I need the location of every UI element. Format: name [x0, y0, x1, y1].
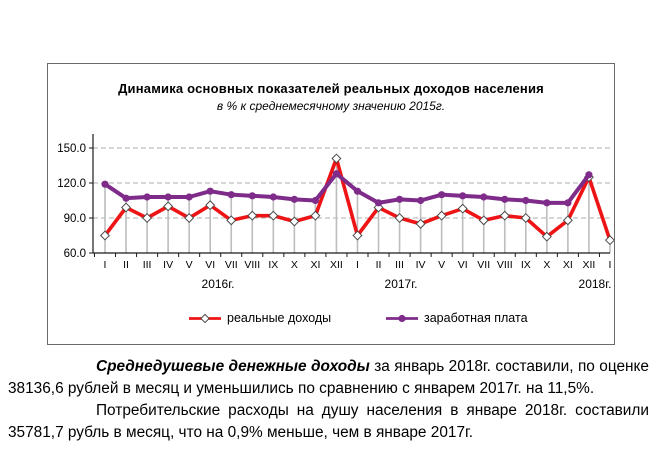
svg-text:VIII: VIII: [497, 259, 513, 271]
svg-text:VII: VII: [477, 259, 490, 271]
svg-text:XI: XI: [563, 259, 573, 271]
wages-line-circle-icon: [385, 313, 419, 324]
svg-text:IX: IX: [521, 259, 531, 271]
legend-label-wages: заработная плата: [424, 311, 528, 325]
svg-text:IX: IX: [268, 259, 278, 271]
svg-text:2017г.: 2017г.: [385, 277, 418, 291]
report-text: Среднедушевые денежные доходы за январь …: [8, 356, 649, 444]
svg-text:V: V: [438, 259, 445, 271]
legend-item-wages: заработная плата: [385, 311, 528, 325]
chart-frame: Динамика основных показателей реальных д…: [47, 63, 615, 345]
real-incomes-line-diamond-icon: [188, 313, 222, 324]
svg-text:VIII: VIII: [244, 259, 260, 271]
svg-text:150.0: 150.0: [57, 143, 86, 155]
svg-text:X: X: [291, 259, 298, 271]
svg-text:IV: IV: [416, 259, 426, 271]
svg-text:I: I: [608, 259, 611, 271]
svg-text:II: II: [123, 259, 129, 271]
paragraph-income-rest: за январь 2018г. составили, по оценке 38…: [8, 358, 649, 397]
svg-text:II: II: [376, 259, 382, 271]
paragraph-lead-phrase: Среднедушевые денежные доходы: [96, 358, 370, 375]
paragraph-consumer-spending: Потребительские расходы на душу населени…: [8, 402, 649, 441]
svg-text:XI: XI: [310, 259, 320, 271]
svg-text:120.0: 120.0: [57, 178, 86, 190]
svg-text:90.0: 90.0: [64, 213, 86, 225]
svg-text:VI: VI: [205, 259, 215, 271]
svg-text:VII: VII: [225, 259, 238, 271]
svg-text:I: I: [104, 259, 107, 271]
chart-title: Динамика основных показателей реальных д…: [118, 81, 544, 96]
svg-text:IV: IV: [163, 259, 173, 271]
svg-text:III: III: [143, 259, 152, 271]
svg-text:2016г.: 2016г.: [202, 277, 235, 291]
svg-text:XII: XII: [330, 259, 343, 271]
svg-text:X: X: [543, 259, 550, 271]
chart-subtitle: в % к среднемесячному значению 2015г.: [216, 99, 446, 113]
svg-text:VI: VI: [458, 259, 468, 271]
svg-text:III: III: [395, 259, 404, 271]
legend-label-real-incomes: реальные доходы: [227, 311, 332, 325]
svg-text:XII: XII: [582, 259, 595, 271]
svg-text:2018г.: 2018г.: [579, 277, 612, 291]
svg-text:I: I: [356, 259, 359, 271]
series-0: [99, 153, 614, 246]
svg-text:V: V: [186, 259, 193, 271]
series-1: [101, 170, 593, 207]
svg-text:60.0: 60.0: [64, 248, 86, 260]
legend-item-real-incomes: реальные доходы: [188, 311, 331, 325]
paragraph-average-income: Среднедушевые денежные доходы за январь …: [8, 356, 649, 400]
